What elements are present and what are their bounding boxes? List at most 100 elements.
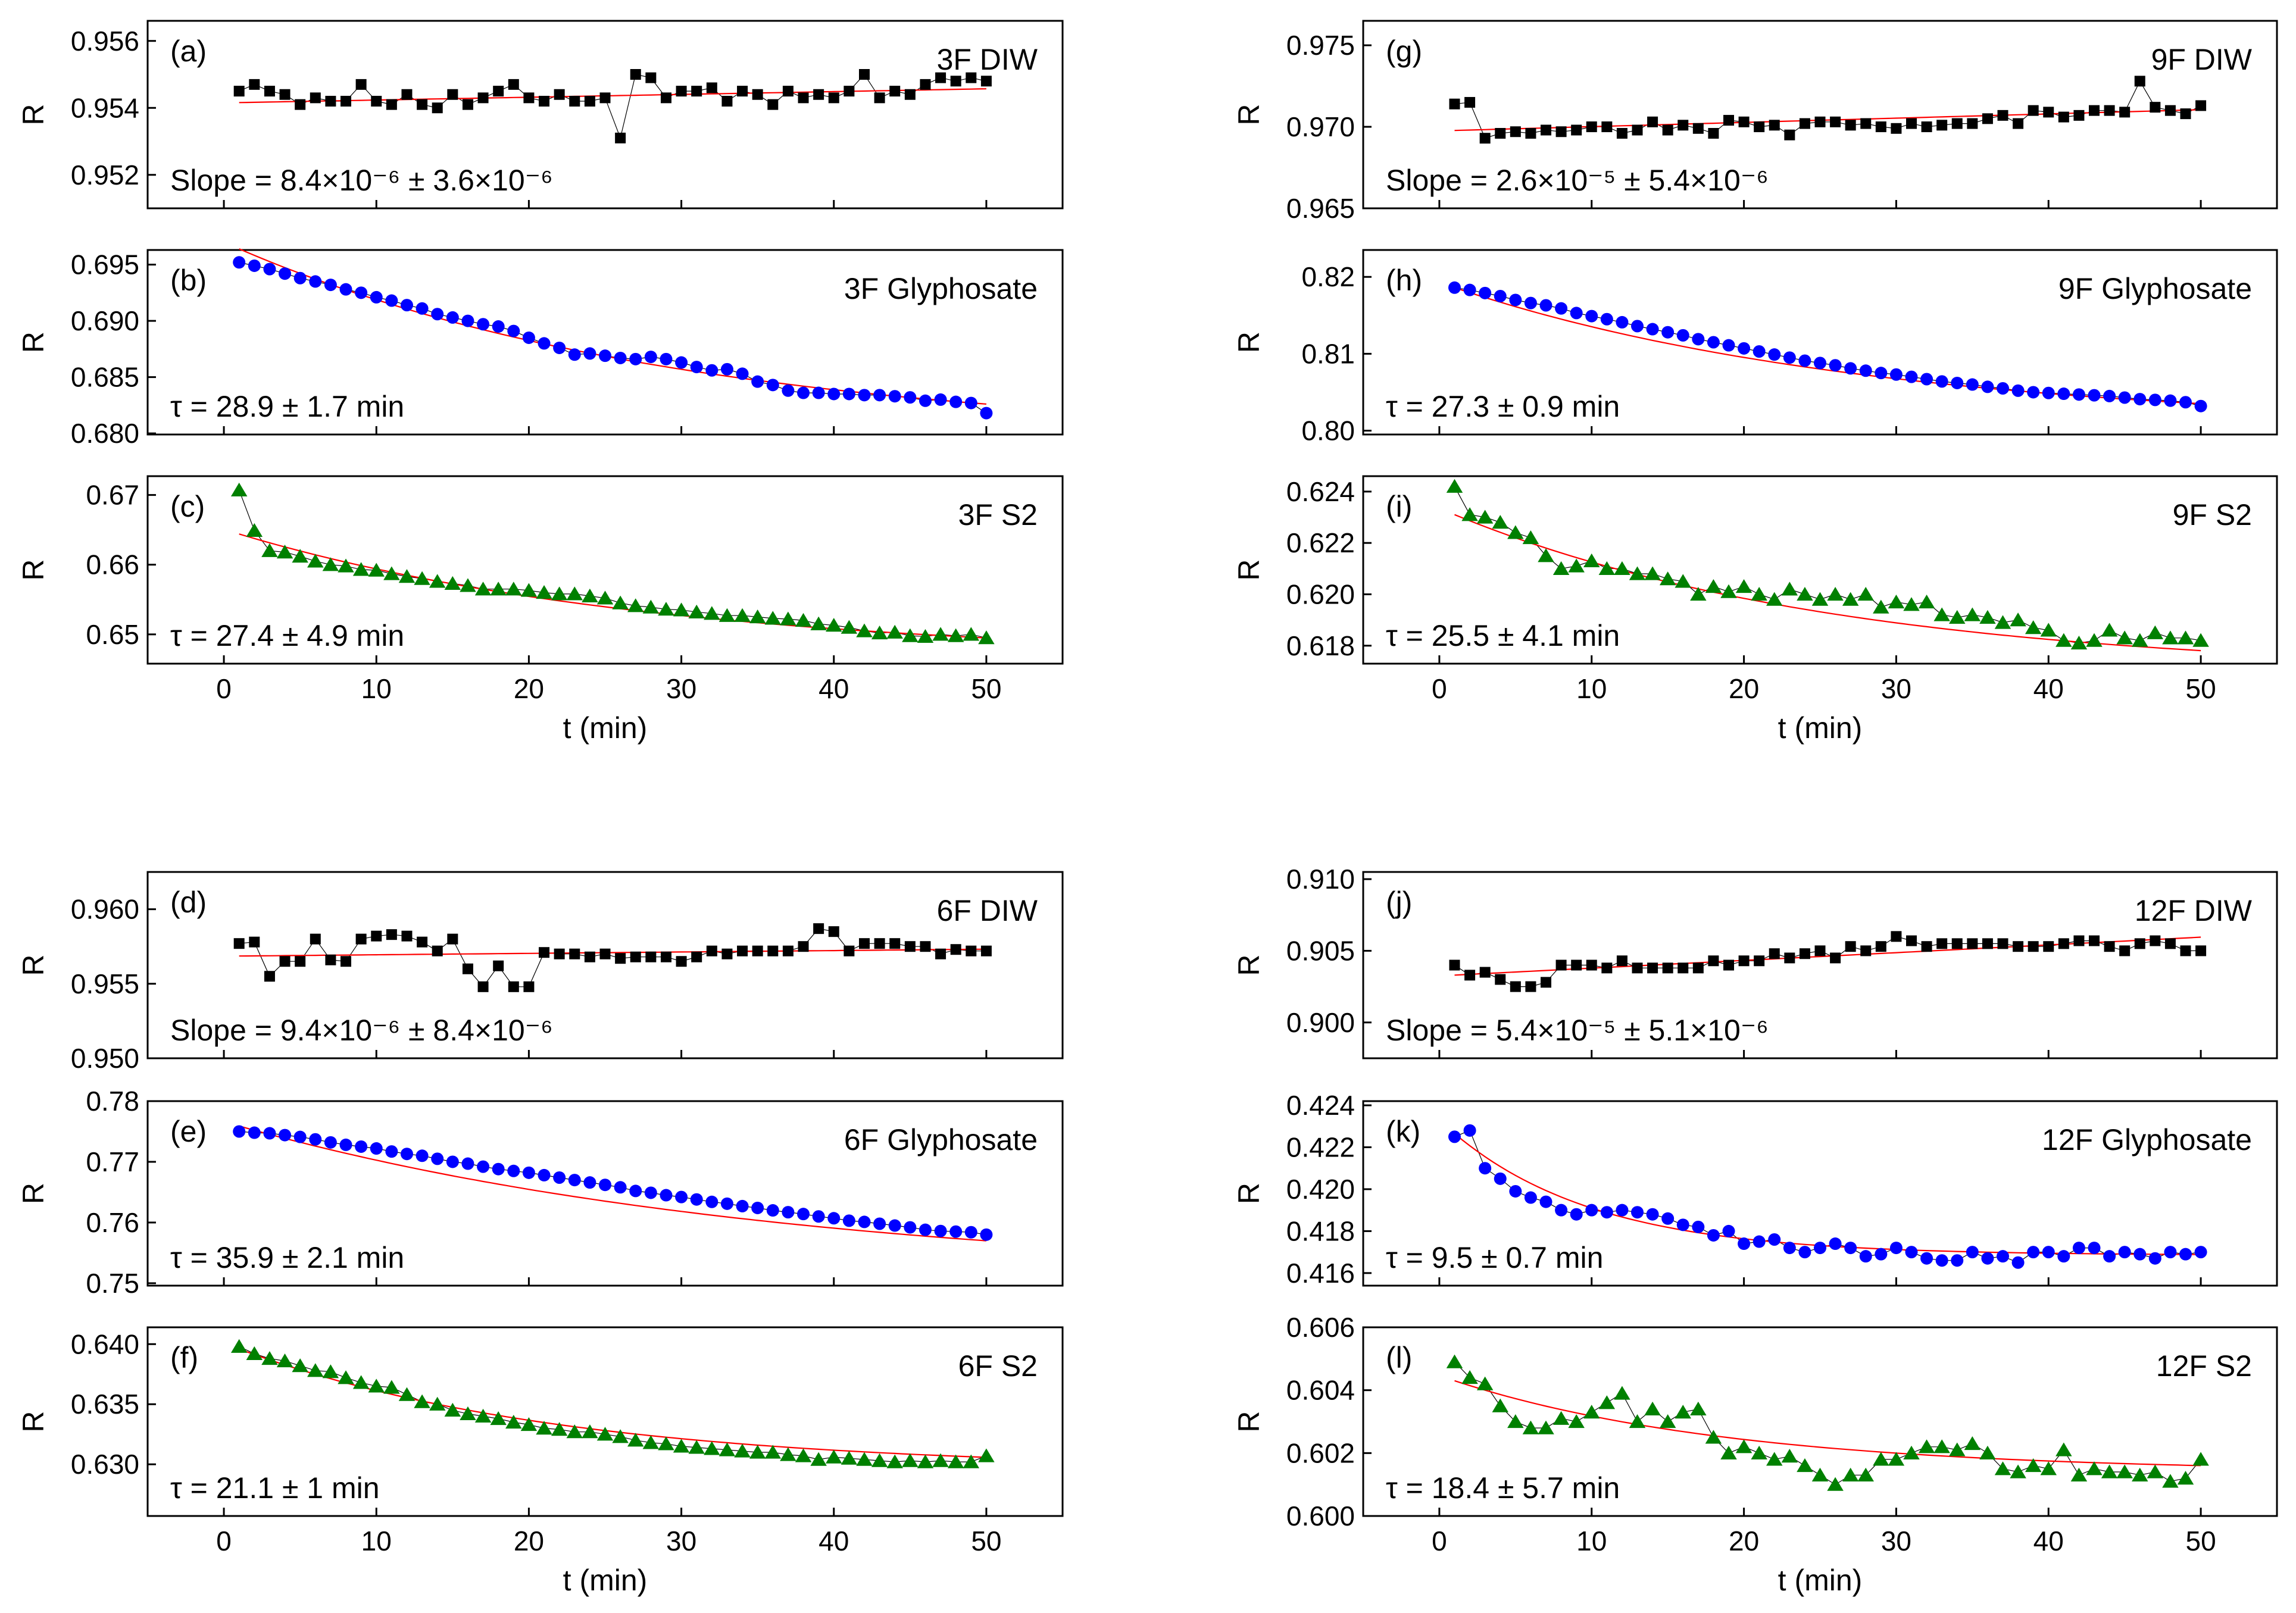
data-point [645,951,657,962]
data-point [505,582,522,596]
data-point [949,1225,963,1238]
data-point [828,926,839,937]
data-point [615,953,626,964]
y-tick-label: 0.620 [1286,579,1355,609]
data-point [782,945,794,956]
data-point [2088,389,2101,402]
data-point [1735,579,1753,593]
x-tick-label: 50 [2185,673,2216,704]
fit-annotation: τ = 35.9 ± 2.1 min [170,1241,404,1274]
data-point [1601,962,1613,974]
data-point [566,586,583,601]
data-point [1494,290,1507,302]
data-point [675,1190,688,1204]
data-point [676,86,687,97]
data-point [462,99,473,110]
data-point [1797,586,1813,601]
data-point [539,947,550,958]
data-point [431,308,444,321]
data-point [1751,1445,1767,1459]
data-point [1583,1405,1600,1419]
axes-frame [1362,249,2278,436]
data-point [1463,283,1476,296]
data-point [2103,1250,2116,1263]
data-point [1753,345,1766,358]
y-tick-label: 0.640 [71,1328,139,1359]
data-point [522,331,535,344]
data-point [813,89,824,100]
data-point [780,611,796,626]
data-point [432,945,443,956]
data-point [1769,120,1780,131]
data-point [1935,1254,1948,1267]
data-point [417,99,428,110]
data-point [873,389,886,402]
panel-title: 12F S2 [2156,1349,2252,1383]
data-point [490,582,507,596]
data-point [432,102,443,114]
data-point [246,1346,263,1361]
data-point [246,523,263,537]
data-point [324,279,337,292]
data-point [904,89,916,100]
data-point [1495,128,1506,139]
data-point [673,1439,690,1453]
data-point [1570,1208,1583,1221]
y-tick-label: 0.975 [1286,30,1355,61]
y-tick-label: 0.602 [1286,1437,1355,1468]
data-point [2150,102,2161,113]
data-point [2056,1442,2072,1456]
x-tick-label: 30 [666,673,696,704]
data-point [444,1402,461,1417]
data-point [1949,1442,1966,1456]
data-point [1783,351,1796,364]
panel-label: (i) [1386,490,1412,523]
data-point [1598,561,1616,575]
y-axis-label: R [17,104,50,125]
data-point [385,1145,398,1158]
x-axis-label: t (min) [563,711,648,745]
y-tick-label: 0.680 [71,418,139,449]
data-point [706,945,717,956]
data-point [1495,974,1506,985]
data-point [1918,1439,1935,1453]
data-point [1860,118,1872,129]
data-point [584,96,595,107]
data-point [462,963,473,974]
data-point [1844,1242,1857,1255]
data-point [2134,938,2145,949]
data-point [1463,1124,1476,1137]
data-point [233,1125,246,1138]
data-point [1692,123,1704,134]
data-point [2072,1242,2085,1255]
data-point [966,72,977,83]
data-point [888,1219,901,1232]
y-tick-label: 0.67 [86,480,139,511]
data-point [400,1148,413,1161]
data-point [230,1339,248,1353]
data-point [2118,1246,2131,1259]
data-point [1646,323,1659,336]
data-point [2132,1467,2148,1481]
y-tick-label: 0.635 [71,1389,139,1420]
data-point [569,96,580,107]
data-point [798,92,809,104]
data-point [264,86,275,97]
data-point [1829,359,1842,372]
data-point [477,92,489,104]
x-tick-label: 30 [1881,673,1911,704]
y-axis-label: R [1232,559,1266,580]
y-tick-label: 0.76 [86,1207,139,1238]
data-point [1997,938,2008,949]
panel-label: (g) [1386,35,1422,68]
data-point [950,76,961,87]
data-point [2104,941,2115,952]
data-point [233,938,245,949]
data-point [1676,329,1689,342]
axes-frame [146,249,1064,436]
data-point [1964,1436,1981,1451]
data-point [797,1208,810,1221]
y-tick-label: 0.424 [1286,1090,1355,1121]
panel-j: 0.900 0.905 0.910 R (j) 12F DIW Slope = 5.4×10… [1232,864,2278,1059]
data-point [1632,124,1643,136]
